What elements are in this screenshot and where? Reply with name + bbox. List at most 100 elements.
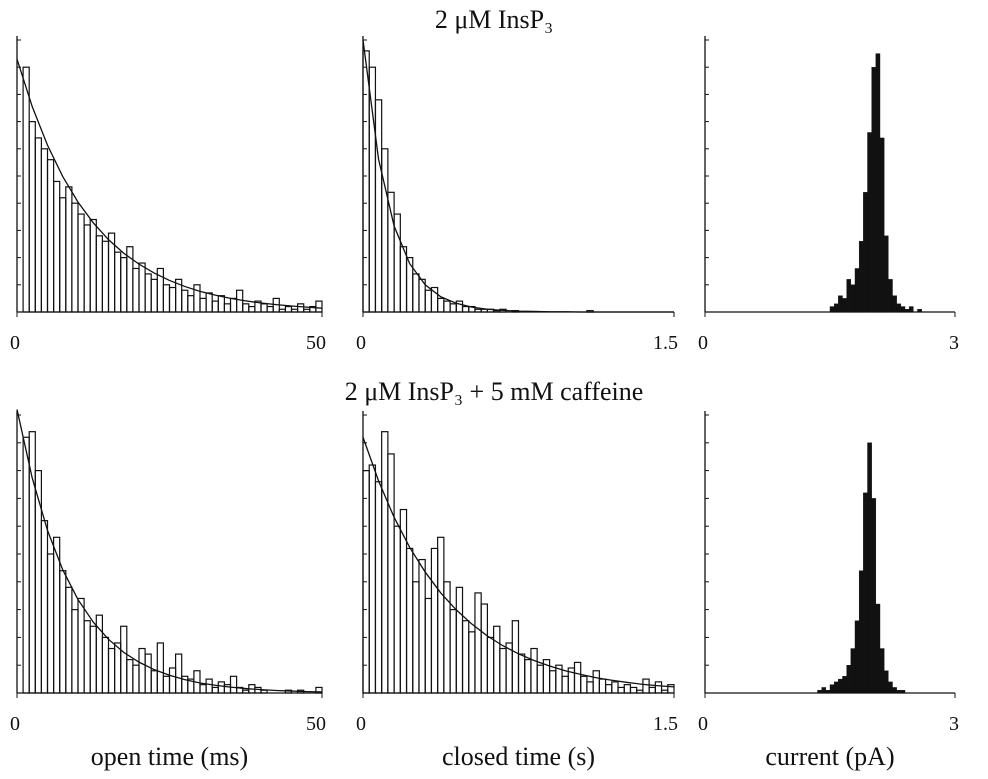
histogram-bar [126,659,134,694]
histogram-bar [168,286,177,313]
histogram-bar [150,278,158,313]
histogram-bar [443,581,451,694]
histogram-bar [883,670,889,694]
histogram-bar [511,620,520,694]
histogram-bar [315,300,323,313]
histogram-bar [229,297,238,313]
histogram-bar [223,303,232,313]
histogram-bar [229,675,238,694]
histogram-bar [22,66,30,313]
histogram-bar [162,675,171,694]
x-axis-label: closed time (s) [442,742,595,771]
histogram-bar [838,678,843,694]
x-axis-label: current (pA) [765,742,894,771]
histogram-bar [381,148,389,313]
histogram-bar [908,306,914,313]
x-tick-label: 0 [698,713,708,735]
histogram-bar [156,642,165,694]
histogram-bar [315,686,323,694]
row-title: 2 μM InsP₃ + 5 mM caffeine [345,377,644,406]
histogram-bar [374,481,383,694]
histogram-bar [132,664,140,694]
histogram-bar [611,681,619,694]
histogram-bar [211,300,219,313]
histogram-bar [636,689,644,694]
histogram-bar [144,653,152,694]
histogram-bar [867,442,872,694]
histogram-bar [561,675,569,694]
histogram-bar [187,295,195,313]
histogram-bar [132,267,140,313]
histogram-bar [290,308,299,313]
histogram-bar [524,659,532,694]
histogram-bar [437,297,445,313]
histogram-bar [896,690,902,694]
histogram-bar [842,298,847,313]
histogram-bar [278,308,286,313]
histogram-bar [667,684,675,694]
histogram-bar [297,303,305,313]
histogram-bar [468,631,476,694]
histogram-bar [374,99,383,313]
histogram-bar [107,647,116,694]
histogram-bar [449,608,457,694]
histogram-bar [242,303,250,313]
histogram-bar [217,681,226,694]
histogram-bar [517,653,526,694]
histogram-bar [205,292,213,313]
histogram-bar [892,295,897,313]
x-tick-label: 0 [356,713,366,735]
histogram-bar [83,620,91,694]
histogram-bar [817,690,822,694]
histogram-bar [871,66,877,313]
histogram-bar [284,305,293,313]
histogram-bar [211,686,219,694]
x-tick-label: 3 [949,713,959,735]
histogram-bar [654,681,663,694]
histogram-bar [34,137,42,313]
histogram-bar [598,678,607,694]
histogram-bar [604,684,613,694]
histogram-bar [850,284,856,313]
histogram-bar [896,303,902,313]
fit-curve [16,58,323,309]
histogram-bar [875,53,881,313]
histogram-bar [530,647,538,694]
histogram-bar [474,592,482,694]
histogram-bar [217,295,226,313]
histogram-bar [493,625,501,694]
histogram-bar [430,547,439,694]
histogram-bar [838,295,843,313]
histogram-bar [59,570,67,694]
histogram-bar [65,186,73,313]
histogram-bar [888,681,893,694]
histogram-bar [101,240,110,313]
histogram-bar [28,120,36,313]
histogram-bar [242,689,250,694]
x-tick-label: 0 [356,332,366,354]
histogram-bar [175,653,183,694]
histogram-bar [193,284,201,313]
histogram-bar [368,66,377,313]
histogram-bar [846,665,852,694]
x-tick-label: 3 [949,332,959,354]
histogram-bar [904,309,910,313]
histogram-bar [888,279,893,313]
histogram-bar [71,202,79,313]
histogram-bar [660,689,669,694]
histogram-bar [77,597,85,694]
histogram-bar [362,50,370,313]
x-tick-label: 0 [698,332,708,354]
histogram-bar [867,132,872,313]
histogram-bar [879,648,885,694]
histogram-bar [474,308,482,313]
histogram-bar [65,586,73,694]
histogram-bar [387,453,395,694]
histogram-bar [629,686,638,694]
histogram-bar [648,686,656,694]
histogram-bar [917,309,922,313]
histogram-bar [399,246,408,313]
histogram-bar [418,558,426,694]
histogram-bar [461,305,470,313]
